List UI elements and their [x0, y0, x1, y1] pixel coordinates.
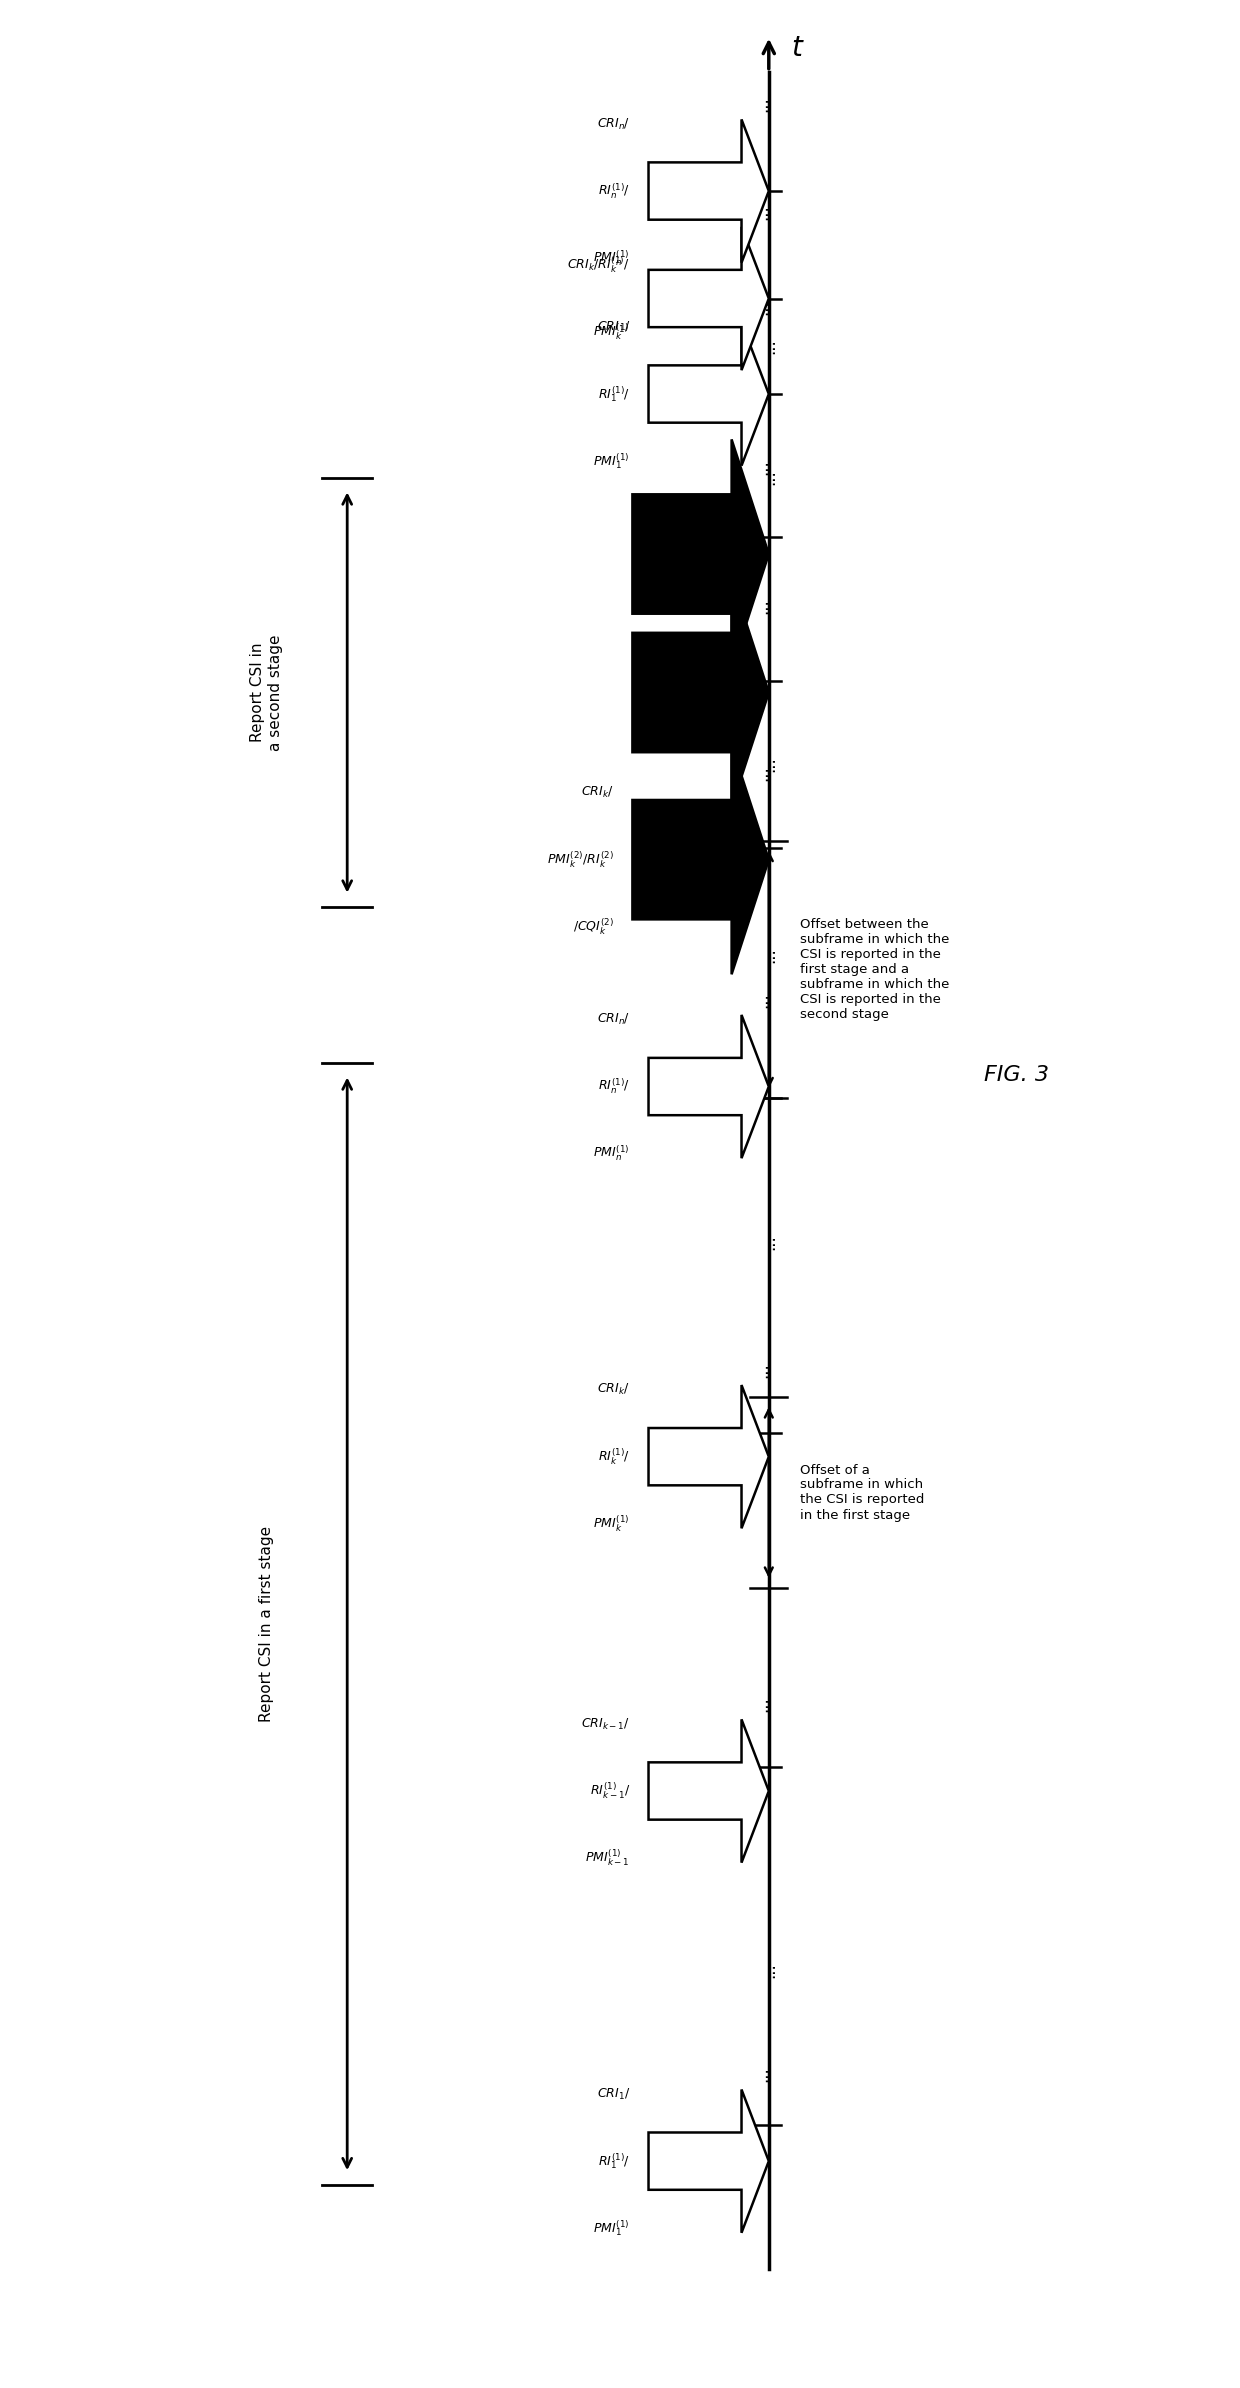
- Text: $RI_{k-1}^{(1)}$/: $RI_{k-1}^{(1)}$/: [589, 1781, 630, 1801]
- Text: ...: ...: [754, 96, 771, 112]
- Text: $CRI_k$/: $CRI_k$/: [582, 786, 614, 800]
- Text: Report CSI in
a second stage: Report CSI in a second stage: [250, 635, 283, 750]
- Text: $RI_n^{(1)}$/: $RI_n^{(1)}$/: [598, 1077, 630, 1096]
- Text: $CRI_1$/: $CRI_1$/: [596, 2087, 630, 2101]
- Text: $CRI_k$/$RI_k^{(1)}$/: $CRI_k$/$RI_k^{(1)}$/: [567, 256, 630, 275]
- Text: ...: ...: [754, 597, 771, 614]
- Text: ...: ...: [754, 1695, 771, 1712]
- Text: $CRI_1$/: $CRI_1$/: [596, 320, 630, 334]
- Text: ...: ...: [760, 470, 777, 485]
- Polygon shape: [649, 1385, 769, 1528]
- Text: ...: ...: [754, 2066, 771, 2082]
- Text: $PMI_{k-1}^{(1)}$: $PMI_{k-1}^{(1)}$: [585, 1848, 630, 1867]
- Text: $PMI_k^{(1)}$: $PMI_k^{(1)}$: [594, 1514, 630, 1533]
- Text: $RI_n^{(1)}$/: $RI_n^{(1)}$/: [598, 181, 630, 201]
- Text: ...: ...: [754, 764, 771, 781]
- Text: ...: ...: [760, 339, 777, 353]
- Text: ...: ...: [754, 991, 771, 1008]
- Polygon shape: [649, 1719, 769, 1863]
- Polygon shape: [632, 745, 769, 974]
- Text: ...: ...: [760, 1235, 777, 1249]
- Polygon shape: [649, 119, 769, 263]
- Text: ...: ...: [754, 298, 771, 315]
- Text: /$CQI_k^{(2)}$: /$CQI_k^{(2)}$: [573, 917, 614, 936]
- Text: ...: ...: [760, 948, 777, 962]
- Text: $PMI_k^{(2)}$/$RI_k^{(2)}$: $PMI_k^{(2)}$/$RI_k^{(2)}$: [547, 850, 614, 869]
- Text: $t$: $t$: [791, 33, 805, 62]
- Text: Report CSI in a first stage: Report CSI in a first stage: [259, 1526, 274, 1722]
- Polygon shape: [649, 2090, 769, 2233]
- Text: $CRI_n$/: $CRI_n$/: [596, 1013, 630, 1027]
- Text: ...: ...: [760, 757, 777, 771]
- Polygon shape: [649, 1015, 769, 1158]
- Text: $RI_1^{(1)}$/: $RI_1^{(1)}$/: [598, 2152, 630, 2171]
- Text: $PMI_k^{(1)}$: $PMI_k^{(1)}$: [594, 322, 630, 341]
- Polygon shape: [632, 439, 769, 669]
- Text: Offset between the
subframe in which the
CSI is reported in the
first stage and : Offset between the subframe in which the…: [800, 917, 949, 1022]
- Text: ...: ...: [754, 203, 771, 220]
- Text: ...: ...: [760, 1963, 777, 1977]
- Text: $PMI_1^{(1)}$: $PMI_1^{(1)}$: [594, 2218, 630, 2238]
- Text: $PMI_n^{(1)}$: $PMI_n^{(1)}$: [594, 1144, 630, 1163]
- Text: Offset of a
subframe in which
the CSI is reported
in the first stage: Offset of a subframe in which the CSI is…: [800, 1464, 924, 1521]
- Text: $PMI_1^{(1)}$: $PMI_1^{(1)}$: [594, 451, 630, 470]
- Polygon shape: [632, 578, 769, 807]
- Polygon shape: [649, 227, 769, 370]
- Text: $CRI_k$/: $CRI_k$/: [598, 1383, 630, 1397]
- Text: ...: ...: [754, 1361, 771, 1378]
- Text: $RI_1^{(1)}$/: $RI_1^{(1)}$/: [598, 384, 630, 404]
- Text: $CRI_n$/: $CRI_n$/: [596, 117, 630, 131]
- Text: FIG. 3: FIG. 3: [985, 1065, 1049, 1084]
- Text: $PMI_n^{(1)}$: $PMI_n^{(1)}$: [594, 248, 630, 267]
- Text: $RI_k^{(1)}$/: $RI_k^{(1)}$/: [598, 1447, 630, 1466]
- Polygon shape: [649, 322, 769, 466]
- Text: ...: ...: [754, 458, 771, 475]
- Text: $CRI_{k-1}$/: $CRI_{k-1}$/: [580, 1717, 630, 1731]
